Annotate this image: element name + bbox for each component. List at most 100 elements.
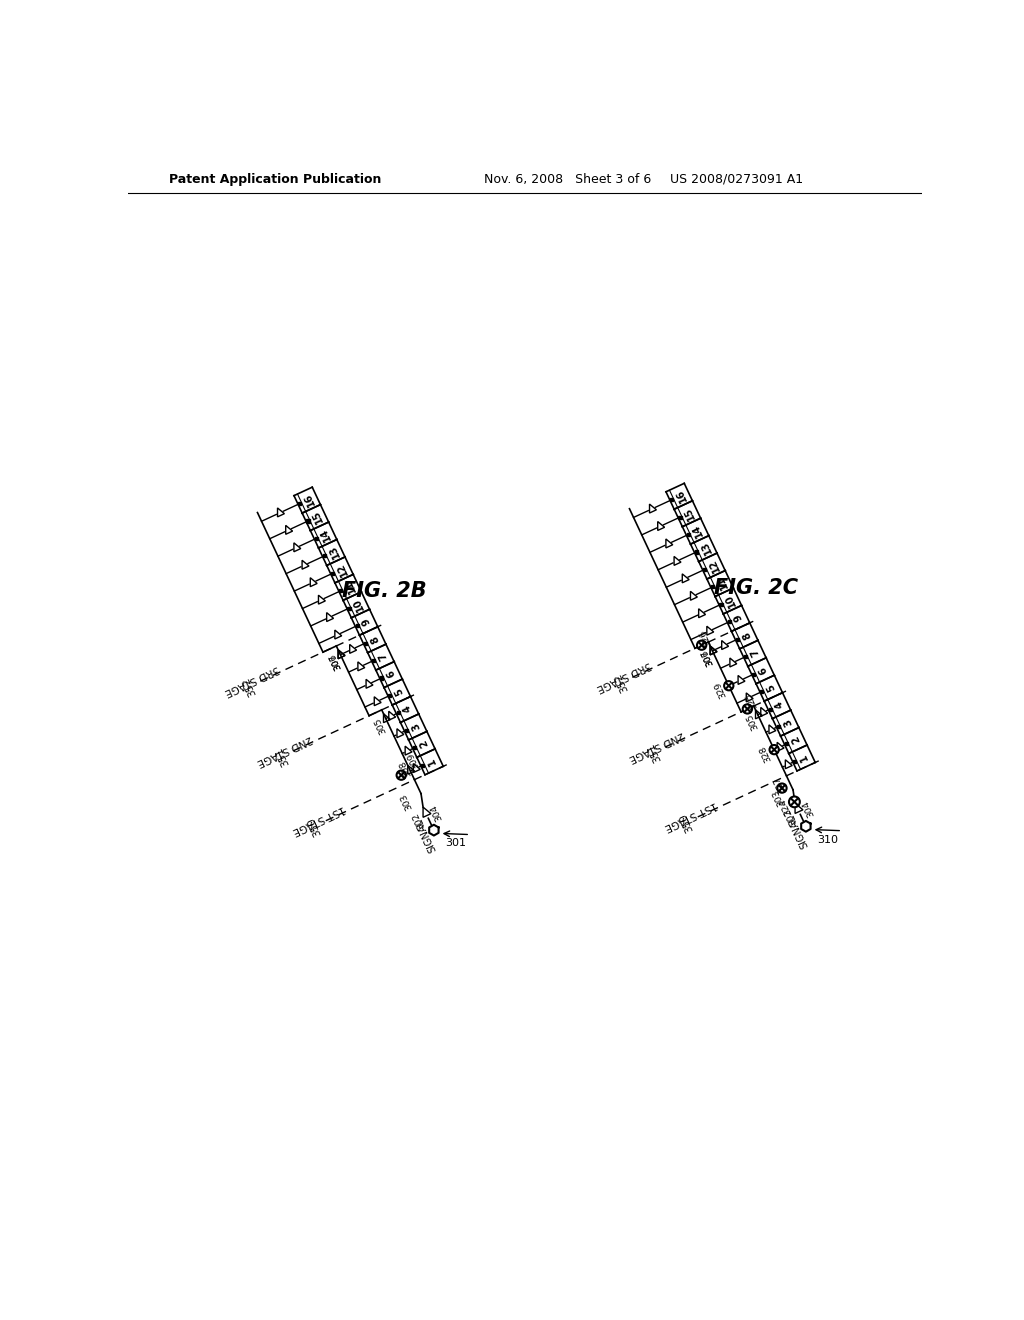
Text: 2ND STAGE: 2ND STAGE xyxy=(628,729,685,763)
Text: 301: 301 xyxy=(445,838,466,849)
Text: 305: 305 xyxy=(373,715,388,735)
Bar xyxy=(388,694,391,697)
Text: US 2008/0273091 A1: US 2008/0273091 A1 xyxy=(671,173,804,186)
Text: 329: 329 xyxy=(713,680,728,700)
Text: 12: 12 xyxy=(707,557,722,573)
Text: 351: 351 xyxy=(645,741,663,763)
Bar xyxy=(695,550,698,553)
Text: 4: 4 xyxy=(773,700,785,710)
Bar xyxy=(728,620,731,623)
Bar xyxy=(380,676,383,680)
Text: 310: 310 xyxy=(817,834,839,845)
Text: 14: 14 xyxy=(318,525,333,543)
Text: 324: 324 xyxy=(777,796,793,816)
Text: 8: 8 xyxy=(369,634,381,644)
Bar xyxy=(347,607,350,610)
Circle shape xyxy=(769,744,779,754)
Text: 15: 15 xyxy=(682,504,697,521)
Text: 304: 304 xyxy=(429,803,444,821)
Text: 6: 6 xyxy=(385,668,397,678)
Bar xyxy=(314,537,317,540)
Bar xyxy=(671,498,674,502)
Text: SIGNAL: SIGNAL xyxy=(785,813,810,850)
Text: 8: 8 xyxy=(740,630,753,640)
Text: 303: 303 xyxy=(771,788,786,807)
Text: 1: 1 xyxy=(426,755,438,766)
Circle shape xyxy=(396,771,406,780)
Text: 309: 309 xyxy=(406,751,421,770)
Text: 5: 5 xyxy=(765,682,777,693)
Text: Patent Application Publication: Patent Application Publication xyxy=(169,173,381,186)
Bar xyxy=(785,742,788,746)
Text: 352: 352 xyxy=(612,672,630,693)
Text: 9: 9 xyxy=(733,612,744,623)
Bar xyxy=(323,554,326,557)
Text: 1: 1 xyxy=(798,752,810,762)
Text: 9: 9 xyxy=(360,616,373,627)
Bar xyxy=(679,516,682,519)
Bar xyxy=(306,520,309,523)
Text: 307: 307 xyxy=(328,652,343,671)
Circle shape xyxy=(777,784,786,793)
Bar xyxy=(761,690,764,693)
Bar xyxy=(703,568,707,572)
Text: 3RD STAGE: 3RD STAGE xyxy=(223,664,281,697)
Bar xyxy=(777,725,780,729)
Bar xyxy=(687,533,690,536)
Text: 10: 10 xyxy=(723,591,738,609)
Text: 10: 10 xyxy=(351,595,366,612)
Bar xyxy=(413,746,416,750)
Text: 303: 303 xyxy=(398,791,415,810)
Text: 328: 328 xyxy=(758,744,773,763)
Bar xyxy=(720,603,723,606)
Text: 327: 327 xyxy=(772,775,787,795)
Text: 326: 326 xyxy=(697,627,713,647)
Bar xyxy=(404,729,408,731)
Text: 16: 16 xyxy=(302,491,316,507)
Text: 4: 4 xyxy=(401,704,414,714)
Text: 6: 6 xyxy=(757,664,769,675)
Bar xyxy=(372,659,375,663)
Text: 2: 2 xyxy=(790,734,802,744)
Text: 307: 307 xyxy=(699,648,715,668)
Bar xyxy=(355,624,358,627)
Bar xyxy=(396,711,399,714)
Text: 308: 308 xyxy=(398,759,414,777)
Text: 306: 306 xyxy=(699,648,715,668)
Text: 302: 302 xyxy=(411,810,426,830)
Bar xyxy=(298,502,301,506)
Text: SIGNAL: SIGNAL xyxy=(414,817,438,854)
Text: 1ST STAGE: 1ST STAGE xyxy=(291,804,346,837)
Text: 352: 352 xyxy=(241,675,258,697)
Circle shape xyxy=(742,705,752,714)
Bar xyxy=(364,642,367,644)
Bar xyxy=(736,638,739,640)
Text: 3RD STAGE: 3RD STAGE xyxy=(595,660,652,693)
Text: 305: 305 xyxy=(744,711,760,731)
Bar xyxy=(712,585,715,589)
Text: 3: 3 xyxy=(410,721,422,731)
Text: 14: 14 xyxy=(690,521,706,539)
Text: Nov. 6, 2008   Sheet 3 of 6: Nov. 6, 2008 Sheet 3 of 6 xyxy=(484,173,651,186)
Text: 3: 3 xyxy=(781,717,794,727)
Text: 2: 2 xyxy=(418,738,430,748)
Text: 12: 12 xyxy=(335,561,349,577)
Text: 11: 11 xyxy=(343,578,357,594)
Text: 302: 302 xyxy=(782,807,798,826)
Text: 7: 7 xyxy=(377,651,389,661)
Text: 7: 7 xyxy=(749,647,761,657)
Text: 13: 13 xyxy=(327,544,341,560)
Circle shape xyxy=(788,796,800,808)
Text: 350: 350 xyxy=(678,810,695,833)
Bar xyxy=(744,655,748,659)
Bar xyxy=(753,673,756,676)
Text: 351: 351 xyxy=(273,744,291,767)
Text: 13: 13 xyxy=(698,540,714,556)
Text: 350: 350 xyxy=(306,814,324,837)
Text: 304: 304 xyxy=(801,799,816,818)
Bar xyxy=(794,760,797,763)
Text: 15: 15 xyxy=(310,508,325,525)
Text: 1ST STAGE: 1ST STAGE xyxy=(663,800,718,833)
Text: 16: 16 xyxy=(674,487,689,503)
Bar xyxy=(769,708,772,710)
